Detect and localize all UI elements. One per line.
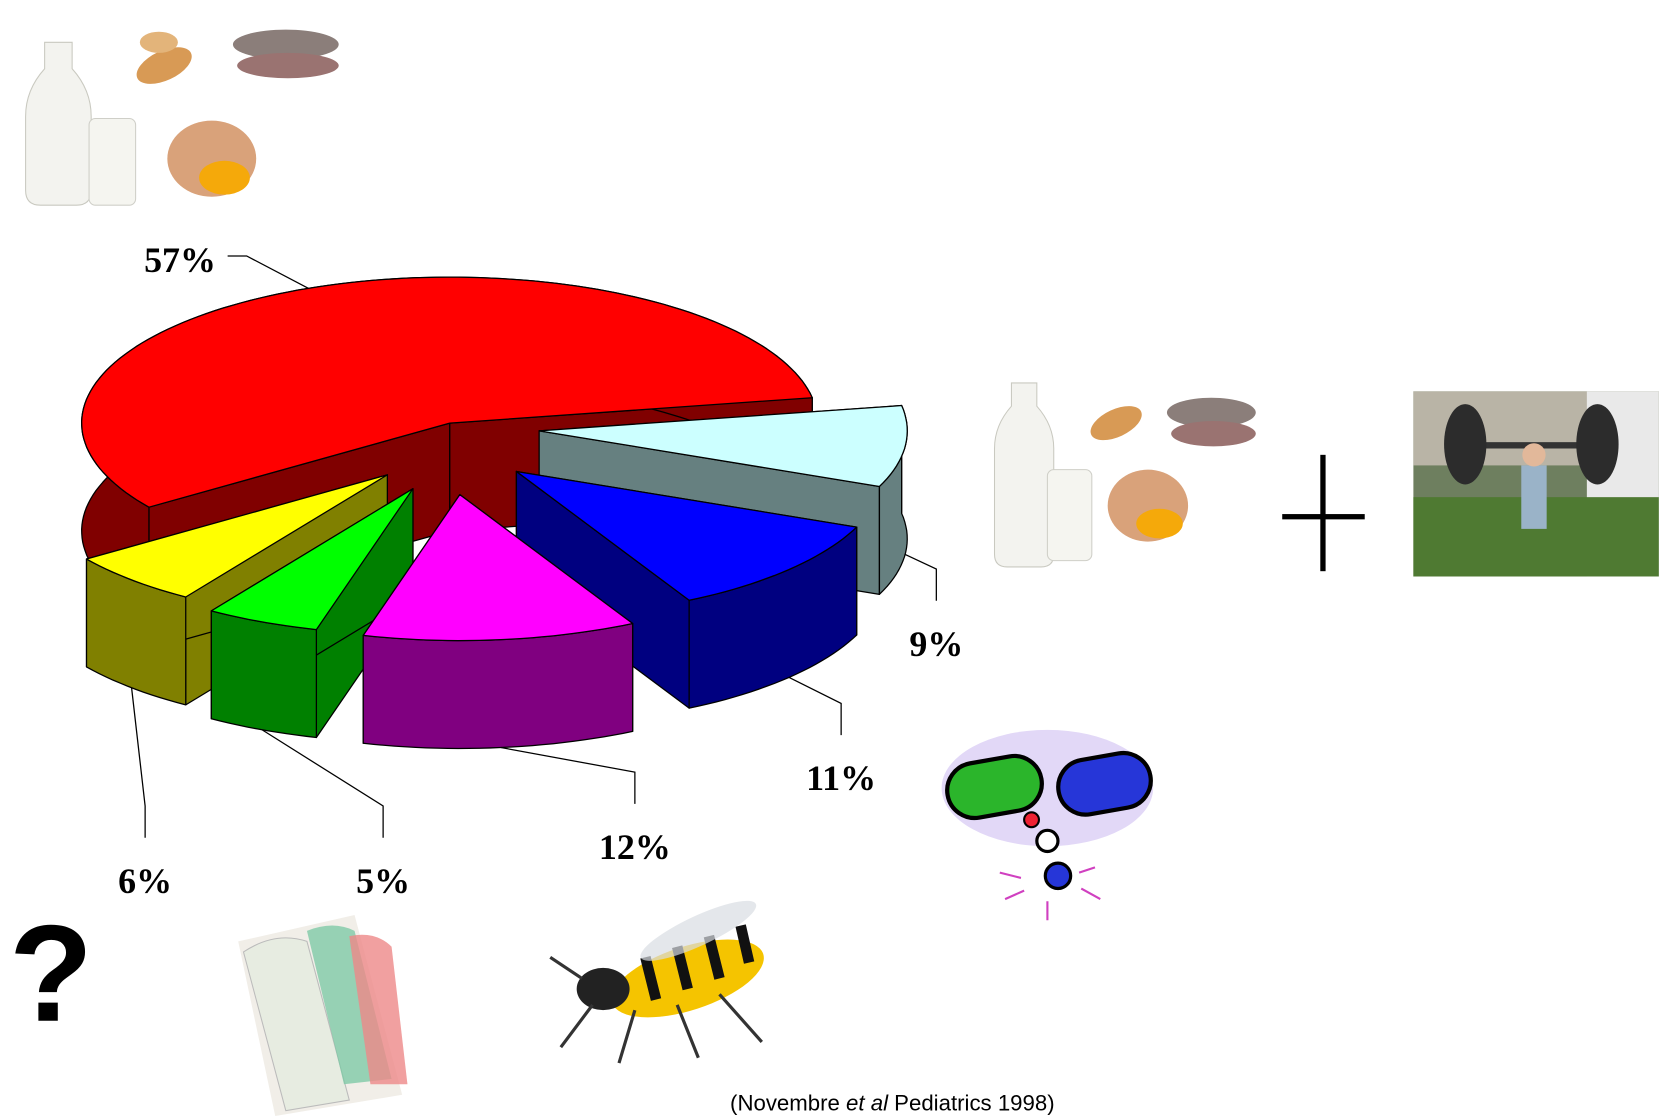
- citation-italic: et al: [846, 1091, 889, 1116]
- food-illustration: [26, 30, 339, 206]
- leader-line: [501, 748, 635, 804]
- leader-line: [132, 688, 146, 838]
- food-illustration: [995, 383, 1256, 567]
- value-label: 11%: [806, 758, 876, 798]
- citation-text: (Novembre: [730, 1091, 846, 1116]
- chart: (Novembre et al Pediatrics 1998) ? 9% 11%…: [0, 0, 1659, 1117]
- leader-line: [262, 730, 383, 838]
- value-label: 6%: [118, 861, 172, 901]
- page: (Novembre et al Pediatrics 1998) ? 9% 11%…: [0, 0, 1659, 1117]
- value-label: 9%: [909, 624, 963, 664]
- value-label: 57%: [144, 240, 216, 280]
- value-label: 12%: [599, 827, 671, 867]
- slice-side: [211, 611, 316, 738]
- leader-line: [228, 256, 309, 288]
- slice-side: [363, 623, 632, 748]
- leader-line: [905, 554, 936, 600]
- pills-illustration: [942, 730, 1156, 920]
- plus-sign: [1282, 455, 1365, 571]
- value-label: 5%: [356, 861, 410, 901]
- gloves-illustration: [238, 915, 407, 1116]
- citation-text: Pediatrics 1998): [888, 1091, 1055, 1116]
- pie: [82, 277, 908, 748]
- citation: (Novembre et al Pediatrics 1998): [730, 1091, 1055, 1116]
- leader-line: [789, 677, 841, 735]
- wasp-illustration: [550, 891, 773, 1063]
- weightlifter-photo: [1413, 391, 1658, 576]
- question-mark: ?: [9, 898, 93, 1051]
